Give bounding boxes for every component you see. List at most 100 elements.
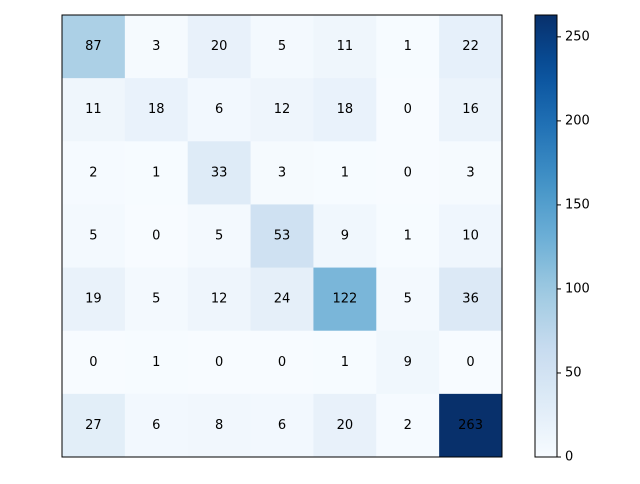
- heatmap-cell: [62, 330, 126, 395]
- heatmap-cell: [376, 78, 440, 142]
- heatmap-cell-label: 5: [404, 292, 412, 307]
- heatmap-cell: [313, 204, 377, 269]
- heatmap-cell-label: 27: [85, 418, 102, 433]
- heatmap-cell-label: 24: [274, 292, 291, 307]
- heatmap-cell: [62, 78, 126, 142]
- heatmap-cell-label: 16: [462, 102, 479, 117]
- heatmap-cell-label: 2: [404, 418, 412, 433]
- heatmap-cell-label: 1: [152, 355, 160, 370]
- heatmap-cell: [62, 141, 126, 205]
- heatmap-cell: [124, 78, 189, 142]
- heatmap-cell-label: 5: [215, 229, 223, 244]
- heatmap-cell-label: 18: [337, 102, 354, 117]
- heatmap-cell-label: 122: [332, 292, 357, 307]
- heatmap-cell: [124, 330, 189, 395]
- heatmap-cell: [124, 141, 189, 205]
- heatmap-cell: [124, 267, 189, 332]
- heatmap-cell: [376, 330, 440, 395]
- colorbar-ticks: 0 50 100 150 200 250: [557, 29, 590, 465]
- heatmap-cell-label: 8: [215, 418, 223, 433]
- colorbar-tick-label: 100: [565, 281, 590, 296]
- heatmap-cell: [376, 141, 440, 205]
- heatmap-cell-label: 0: [215, 355, 223, 370]
- heatmap-cell: [376, 393, 440, 458]
- heatmap-cell: [313, 141, 377, 205]
- plot-frame: [61, 14, 503, 458]
- heatmap-cell: [187, 204, 252, 269]
- heatmap-cell-label: 9: [341, 229, 349, 244]
- heatmap-cell: [313, 393, 377, 458]
- heatmap-cell: [250, 78, 314, 142]
- heatmap-cell-label: 6: [152, 418, 160, 433]
- heatmap-cell: [187, 393, 252, 458]
- heatmap-cell: [187, 78, 252, 142]
- heatmap-cell: [124, 15, 189, 79]
- heatmap-cell-label: 87: [85, 39, 102, 54]
- heatmap-cell: [62, 393, 126, 458]
- heatmap-cell: [187, 330, 252, 395]
- heatmap-cell-label: 1: [404, 229, 412, 244]
- heatmap-cell: [124, 393, 189, 458]
- heatmap-cell-label: 12: [211, 292, 228, 307]
- colorbar-tick-label: 250: [565, 29, 590, 44]
- heatmap-cell-label: 19: [85, 292, 102, 307]
- heatmap-cell-label: 5: [89, 229, 97, 244]
- heatmap-cell: [313, 78, 377, 142]
- heatmap-cell: [439, 393, 503, 458]
- heatmap-cell: [62, 15, 126, 79]
- heatmap-cell-label: 0: [89, 355, 97, 370]
- heatmap-cell-label: 1: [341, 355, 349, 370]
- heatmap-cell: [376, 15, 440, 79]
- heatmap-cell-label: 11: [337, 39, 354, 54]
- heatmap-cell: [439, 78, 503, 142]
- heatmap-cell: [250, 393, 314, 458]
- heatmap-cell-label: 0: [404, 102, 412, 117]
- heatmap-cell-label: 0: [278, 355, 286, 370]
- heatmap-cell-label: 0: [152, 229, 160, 244]
- heatmap-cell-label: 3: [152, 39, 160, 54]
- heatmap-cell: [187, 141, 252, 205]
- heatmap-cell-label: 1: [152, 165, 160, 180]
- colorbar-tick-label: 200: [565, 113, 590, 128]
- heatmap-cell-label: 3: [278, 165, 286, 180]
- heatmap-cell-label: 20: [337, 418, 354, 433]
- heatmap-cell-label: 3: [466, 165, 474, 180]
- heatmap-cell-label: 22: [462, 39, 479, 54]
- heatmap-cell-label: 0: [404, 165, 412, 180]
- heatmap-cell-label: 11: [85, 102, 102, 117]
- heatmap-cell-label: 18: [148, 102, 165, 117]
- heatmap-cell: [62, 267, 126, 332]
- heatmap-cell-label: 1: [404, 39, 412, 54]
- colorbar: [534, 14, 558, 458]
- heatmap-cell-label: 5: [152, 292, 160, 307]
- heatmap-cell-label: 6: [215, 102, 223, 117]
- heatmap-cells: [62, 15, 503, 458]
- heatmap-cell: [250, 330, 314, 395]
- heatmap-cell-label: 2: [89, 165, 97, 180]
- heatmap-cell-label: 5: [278, 39, 286, 54]
- colorbar-tick-label: 150: [565, 197, 590, 212]
- heatmap-cell: [439, 267, 503, 332]
- heatmap-cell: [439, 15, 503, 79]
- heatmap-cell: [187, 267, 252, 332]
- heatmap-cell: [439, 330, 503, 395]
- heatmap-cell: [187, 15, 252, 79]
- heatmap-cell: [439, 141, 503, 205]
- heatmap-cell: [250, 141, 314, 205]
- heatmap-cell-label: 36: [462, 292, 479, 307]
- heatmap-cell: [250, 15, 314, 79]
- heatmap-cell-label: 20: [211, 39, 228, 54]
- heatmap-cell: [313, 15, 377, 79]
- colorbar-tick-label: 0: [565, 450, 573, 465]
- colorbar-tick-label: 50: [565, 365, 582, 380]
- heatmap-cell-label: 9: [404, 355, 412, 370]
- heatmap-cell-label: 6: [278, 418, 286, 433]
- heatmap-cell: [313, 330, 377, 395]
- heatmap-cell-label: 10: [462, 229, 479, 244]
- heatmap-cell-label: 263: [458, 418, 483, 433]
- heatmap-cell: [376, 267, 440, 332]
- heatmap-cell: [62, 204, 126, 269]
- heatmap-cell-label: 53: [274, 229, 291, 244]
